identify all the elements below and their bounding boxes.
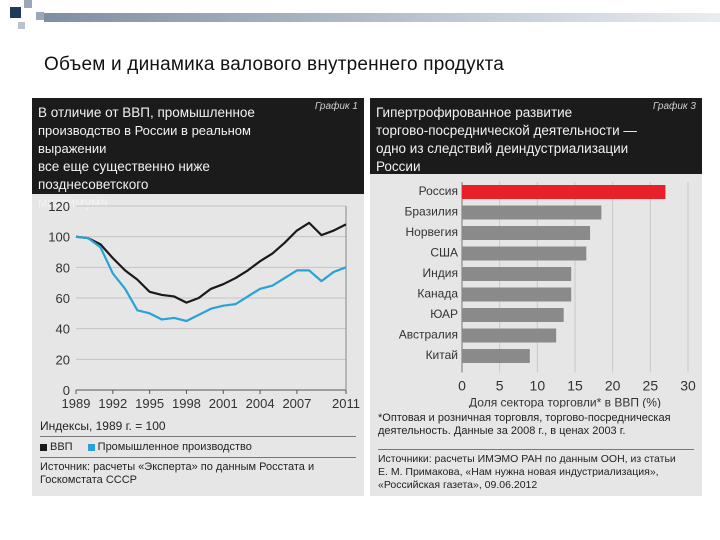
panel-2-source: Источники: расчеты ИМЭМО РАН по данным О… bbox=[378, 453, 676, 491]
y-tick-label: 100 bbox=[48, 230, 70, 245]
separator bbox=[40, 436, 356, 437]
y-tick-label: 0 bbox=[63, 383, 70, 398]
index-note: Индексы, 1989 г. = 100 bbox=[40, 419, 166, 433]
panel-2-header: Гипертрофированное развитие торгово-поср… bbox=[370, 98, 702, 174]
legend-industry-swatch bbox=[87, 443, 95, 451]
y-tick-label: 40 bbox=[56, 322, 70, 337]
legend-gdp-label: ВВП bbox=[50, 441, 73, 453]
y-tick-label: 60 bbox=[56, 291, 70, 306]
x-tick-label: 1992 bbox=[98, 396, 127, 411]
x-tick-label: 1998 bbox=[172, 396, 201, 411]
header-line: Гипертрофированное развитие bbox=[376, 105, 573, 120]
x-tick-label: 20 bbox=[605, 378, 621, 394]
gdp-line bbox=[75, 221, 347, 304]
category-label: ЮАР bbox=[430, 307, 458, 321]
panel-1-header-text: В отличие от ВВП, промышленное производс… bbox=[38, 104, 318, 212]
separator bbox=[40, 457, 356, 458]
category-label: Китай bbox=[426, 348, 458, 362]
x-tick-label: 5 bbox=[496, 378, 504, 394]
header-line: торгово-посреднической деятельности — bbox=[376, 123, 637, 138]
corner-square-2 bbox=[24, 0, 32, 8]
x-tick-label: 2004 bbox=[246, 396, 275, 411]
legend: ВВП Промышленное производство bbox=[40, 441, 252, 454]
header-line: В отличие от ВВП, промышленное bbox=[38, 105, 255, 120]
bar bbox=[462, 205, 602, 220]
bar bbox=[462, 308, 564, 322]
panel-2-footnote: *Оптовая и розничная торговля, торгово-п… bbox=[378, 412, 671, 437]
chart-panel-1: В отличие от ВВП, промышленное производс… bbox=[32, 98, 364, 496]
x-tick-label: 2001 bbox=[209, 396, 238, 411]
category-label: Норвегия bbox=[405, 225, 458, 239]
legend-gdp-swatch bbox=[40, 443, 47, 451]
y-tick-label: 20 bbox=[56, 352, 70, 367]
bar bbox=[462, 328, 557, 343]
x-tick-label: 2011 bbox=[332, 396, 360, 411]
slide-title: Объем и динамика валового внутреннего пр… bbox=[44, 54, 505, 75]
panel-1-source: Источник: расчеты «Эксперта» по данным Р… bbox=[40, 461, 315, 486]
bar bbox=[462, 287, 572, 302]
x-tick-label: 0 bbox=[458, 378, 466, 394]
bar-chart: Россия Бразилия Норвегия США Индия Канада ЮАР А… bbox=[399, 182, 696, 409]
x-tick-label: 25 bbox=[643, 378, 659, 394]
category-label: Бразилия bbox=[405, 205, 459, 219]
category-label: Австралия bbox=[399, 328, 458, 342]
bar bbox=[462, 226, 591, 240]
y-tick-label: 80 bbox=[56, 260, 70, 275]
bar bbox=[462, 246, 587, 261]
corner-square-3 bbox=[36, 12, 44, 20]
bar bbox=[462, 267, 572, 281]
y-tick-label: 120 bbox=[48, 199, 70, 214]
x-tick-label: 1989 bbox=[62, 396, 91, 411]
header-line: производство в России в реальном выражен… bbox=[38, 123, 251, 156]
industry-line bbox=[75, 235, 347, 323]
x-axis-label: Доля сектора торговли* в ВВП (%) bbox=[469, 396, 661, 409]
category-label: США bbox=[430, 246, 458, 260]
panel-2-header-text: Гипертрофированное развитие торгово-поср… bbox=[376, 104, 676, 176]
x-tick-label: 2007 bbox=[282, 396, 311, 411]
separator bbox=[378, 449, 694, 450]
panel-1-header: В отличие от ВВП, промышленное производс… bbox=[32, 98, 364, 210]
x-tick-label: 15 bbox=[567, 378, 583, 394]
bar bbox=[462, 349, 530, 363]
chart-panel-2: Гипертрофированное развитие торгово-поср… bbox=[370, 98, 702, 496]
corner-square-4 bbox=[18, 22, 25, 29]
corner-square-1 bbox=[10, 7, 21, 18]
category-label: Индия bbox=[423, 266, 458, 280]
header-line: все еще существенно ниже позднесоветског… bbox=[38, 159, 210, 192]
category-label: Канада bbox=[417, 287, 458, 301]
x-tick-label: 30 bbox=[680, 378, 696, 394]
legend-industry-label: Промышленное производство bbox=[97, 441, 252, 453]
header-line: одно из следствий деиндустриализации Рос… bbox=[376, 141, 629, 174]
x-tick-label: 1995 bbox=[135, 396, 164, 411]
bar bbox=[462, 185, 666, 199]
x-tick-label: 10 bbox=[530, 378, 546, 394]
top-rule bbox=[44, 13, 720, 22]
category-label: Россия bbox=[419, 184, 458, 198]
panel-2-tag: График 3 bbox=[652, 101, 696, 112]
panel-1-tag: График 1 bbox=[314, 101, 358, 112]
line-chart: 0 20 40 60 80 100 120 1989 1992 1995 1998 2001 2004 2… bbox=[48, 199, 360, 411]
